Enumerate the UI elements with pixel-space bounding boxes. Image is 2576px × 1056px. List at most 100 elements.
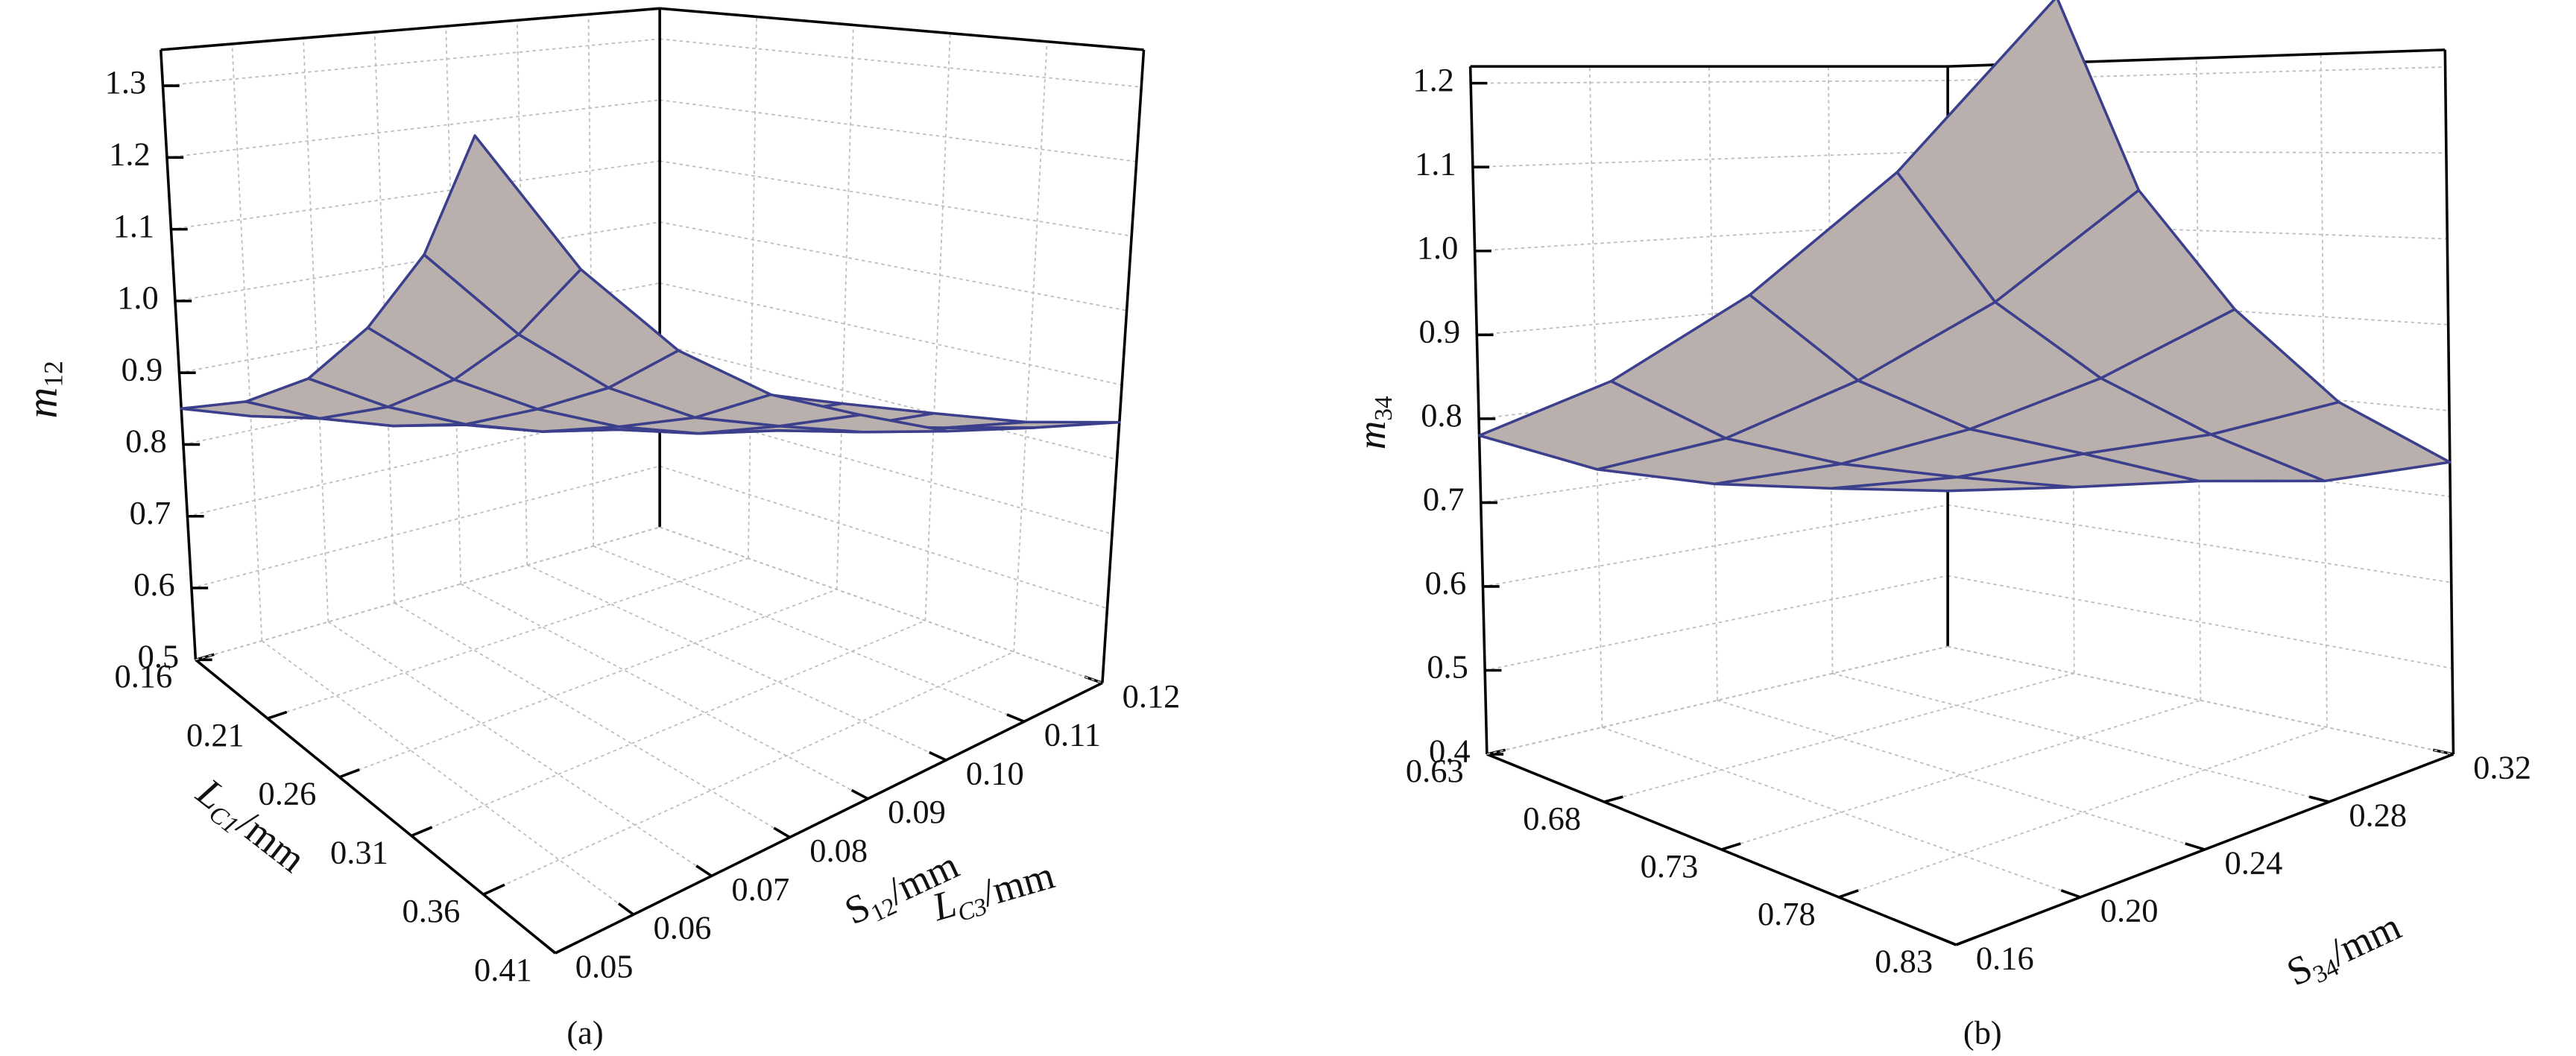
label-part: 12 (39, 361, 69, 388)
x-tick-label: 0.73 (1641, 847, 1699, 885)
tick-mark (411, 826, 433, 838)
axis-edge (2443, 49, 2455, 755)
grid-line (659, 221, 1127, 312)
grid-line (747, 16, 757, 559)
tick-mark (1721, 842, 1741, 851)
label-part: m (18, 388, 66, 419)
x-tick-label: 0.63 (1406, 752, 1464, 789)
grid-line (1828, 66, 1834, 674)
y-tick-label: 0.32 (2473, 749, 2531, 786)
surface-patch (423, 134, 582, 336)
tick-mark (2308, 795, 2330, 803)
z-tick-label: 0.6 (133, 566, 175, 603)
grid-line (836, 25, 854, 590)
z-tick-label: 0.9 (121, 350, 163, 388)
y-tick-label: 0.08 (809, 832, 868, 869)
tick-mark (850, 788, 869, 800)
grid-line (1483, 504, 1948, 587)
x-tick-label: 0.26 (258, 775, 316, 812)
grid-line (1717, 699, 2206, 850)
x-tick-label: 0.16 (114, 657, 172, 695)
z-tick-label: 1.0 (117, 279, 159, 316)
grid-line (1484, 575, 1948, 671)
caption: (a) (566, 1014, 603, 1051)
grid-line (924, 33, 951, 621)
grid-line (1602, 727, 2081, 898)
z-tick-label: 0.7 (1423, 481, 1465, 518)
z-tick-label: 0.4 (1429, 732, 1471, 769)
axis-edge (160, 7, 660, 51)
tick-mark (1603, 795, 1623, 803)
axis-edge (659, 526, 1103, 684)
grid-line (659, 343, 1117, 461)
tick-mark (695, 864, 713, 877)
z-tick-label: 0.8 (1421, 396, 1462, 434)
grid-line (660, 38, 1142, 88)
grid-line (231, 43, 263, 641)
z-tick-label: 1.0 (1417, 229, 1459, 266)
y-tick-label: 0.06 (654, 909, 712, 946)
x-tick-label: 0.21 (186, 716, 244, 753)
grid-line (267, 557, 749, 719)
z-tick-label: 1.1 (113, 207, 155, 244)
grid-line (191, 465, 660, 589)
x-tick-label: 0.83 (1875, 943, 1933, 980)
grid-line (660, 99, 1137, 162)
z-tick-label: 1.3 (105, 63, 147, 101)
z-axis-label: m34 (1349, 396, 1398, 449)
z-tick-label: 0.7 (130, 494, 171, 531)
grid-line (261, 640, 634, 915)
x-tick-label: 0.31 (330, 833, 388, 870)
grid-line (411, 619, 926, 837)
tick-mark (338, 768, 360, 779)
z-tick-label: 0.5 (1427, 648, 1468, 686)
axis-edge (195, 658, 557, 955)
grid-line (162, 38, 660, 86)
x-tick-label: 0.36 (402, 892, 461, 929)
grid-line (394, 602, 791, 838)
x-tick-label: 0.41 (474, 951, 532, 988)
z-axis-label: m12 (18, 361, 69, 418)
y-tick-label: 0.11 (1044, 716, 1101, 753)
grid-line (1603, 672, 2074, 803)
grid-line (526, 564, 947, 761)
axis-edge (1468, 66, 1489, 755)
axis-edge (1101, 49, 1146, 683)
label-part: /mm (229, 801, 314, 882)
grid-line (659, 465, 1108, 610)
grid-line (1832, 672, 2329, 803)
y-tick-label: 0.28 (2349, 796, 2407, 833)
axis-edge (159, 49, 198, 660)
tick-mark (2060, 889, 2081, 899)
tick-mark (617, 902, 634, 916)
grid-line (171, 160, 660, 230)
grid-line (593, 545, 1025, 723)
grid-line (1013, 41, 1048, 652)
grid-line (339, 589, 837, 778)
y-tick-label: 0.20 (2100, 891, 2159, 929)
y-tick-label: 0.10 (966, 754, 1024, 791)
tick-mark (929, 750, 947, 762)
grid-line (1721, 699, 2201, 850)
grid-line (460, 583, 868, 800)
grid-line (1948, 292, 2449, 326)
tick-mark (1838, 889, 1859, 899)
x-tick-label: 0.78 (1758, 895, 1816, 932)
axis-edge (659, 7, 1144, 51)
tick-mark (773, 826, 791, 839)
grid-line (1947, 575, 2453, 669)
grid-line (483, 651, 1014, 896)
grid-line (659, 282, 1123, 386)
tick-mark (2185, 842, 2206, 851)
axis-edge (195, 526, 660, 661)
y-tick-label: 0.12 (1123, 677, 1181, 715)
label-part: /mm (976, 853, 1059, 916)
y-axis-label: S34/mm (2280, 904, 2409, 999)
y-tick-label: 0.24 (2225, 844, 2283, 881)
caption: (b) (1963, 1014, 2002, 1051)
z-tick-label: 1.1 (1415, 145, 1456, 182)
surface-patch (1895, 0, 2141, 304)
y-tick-label: 0.09 (888, 793, 946, 830)
z-tick-label: 0.8 (125, 423, 167, 460)
